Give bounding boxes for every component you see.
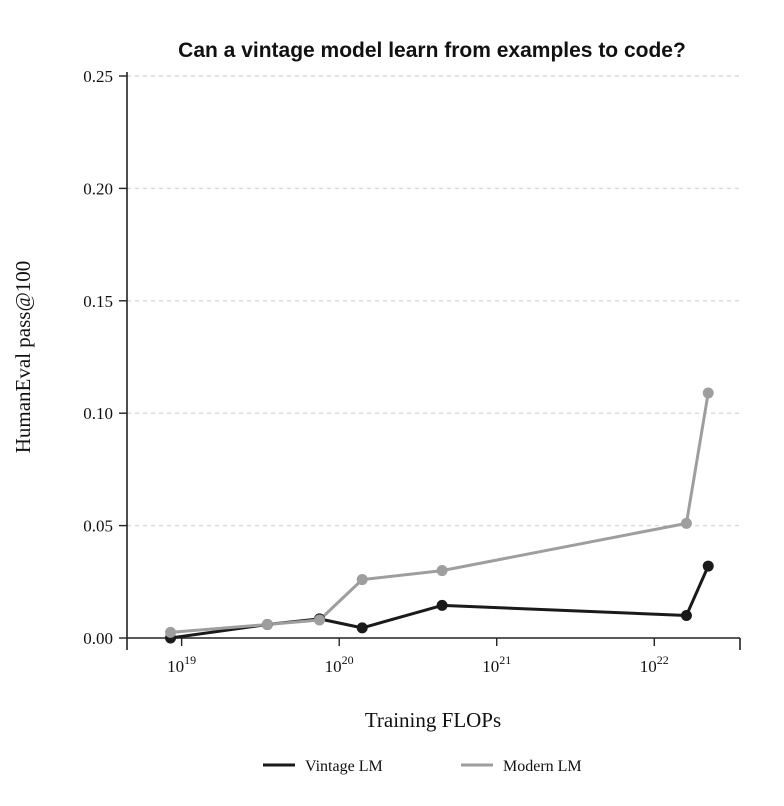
- x-axis-label: Training FLOPs: [365, 708, 501, 732]
- y-tick-label: 0.25: [83, 67, 113, 86]
- series-group: [165, 387, 714, 644]
- x-tick-label: 1020: [325, 653, 354, 676]
- data-point: [436, 565, 448, 577]
- data-point: [680, 610, 692, 622]
- x-tick-label: 1021: [482, 653, 511, 676]
- y-tick-label: 0.10: [83, 404, 113, 423]
- data-point: [261, 619, 273, 631]
- x-tick-label: 1019: [167, 653, 196, 676]
- data-point: [702, 387, 714, 399]
- x-tick-label: 1022: [640, 653, 669, 676]
- legend-label: Vintage LM: [305, 758, 383, 775]
- legend: Vintage LM Modern LM: [263, 758, 582, 775]
- data-point: [356, 622, 368, 634]
- y-axis-label: HumanEval pass@100: [11, 261, 35, 454]
- y-tick-label: 0.00: [83, 629, 113, 648]
- y-tick-label: 0.05: [83, 517, 113, 536]
- y-tick-label: 0.20: [83, 179, 113, 198]
- chart-title: Can a vintage model learn from examples …: [178, 39, 686, 62]
- data-point: [702, 560, 714, 572]
- data-point: [680, 517, 692, 529]
- grid-lines: [127, 75, 740, 527]
- data-point: [356, 574, 368, 586]
- axes: 0.00 0.05 0.10 0.15 0.20 0.25 1019 1020 1021 1022: [83, 67, 741, 676]
- y-tick-label: 0.15: [83, 292, 113, 311]
- data-point: [165, 626, 177, 638]
- legend-label: Modern LM: [503, 758, 582, 775]
- series-line: [170, 392, 710, 634]
- data-point: [314, 614, 326, 626]
- data-point: [436, 599, 448, 611]
